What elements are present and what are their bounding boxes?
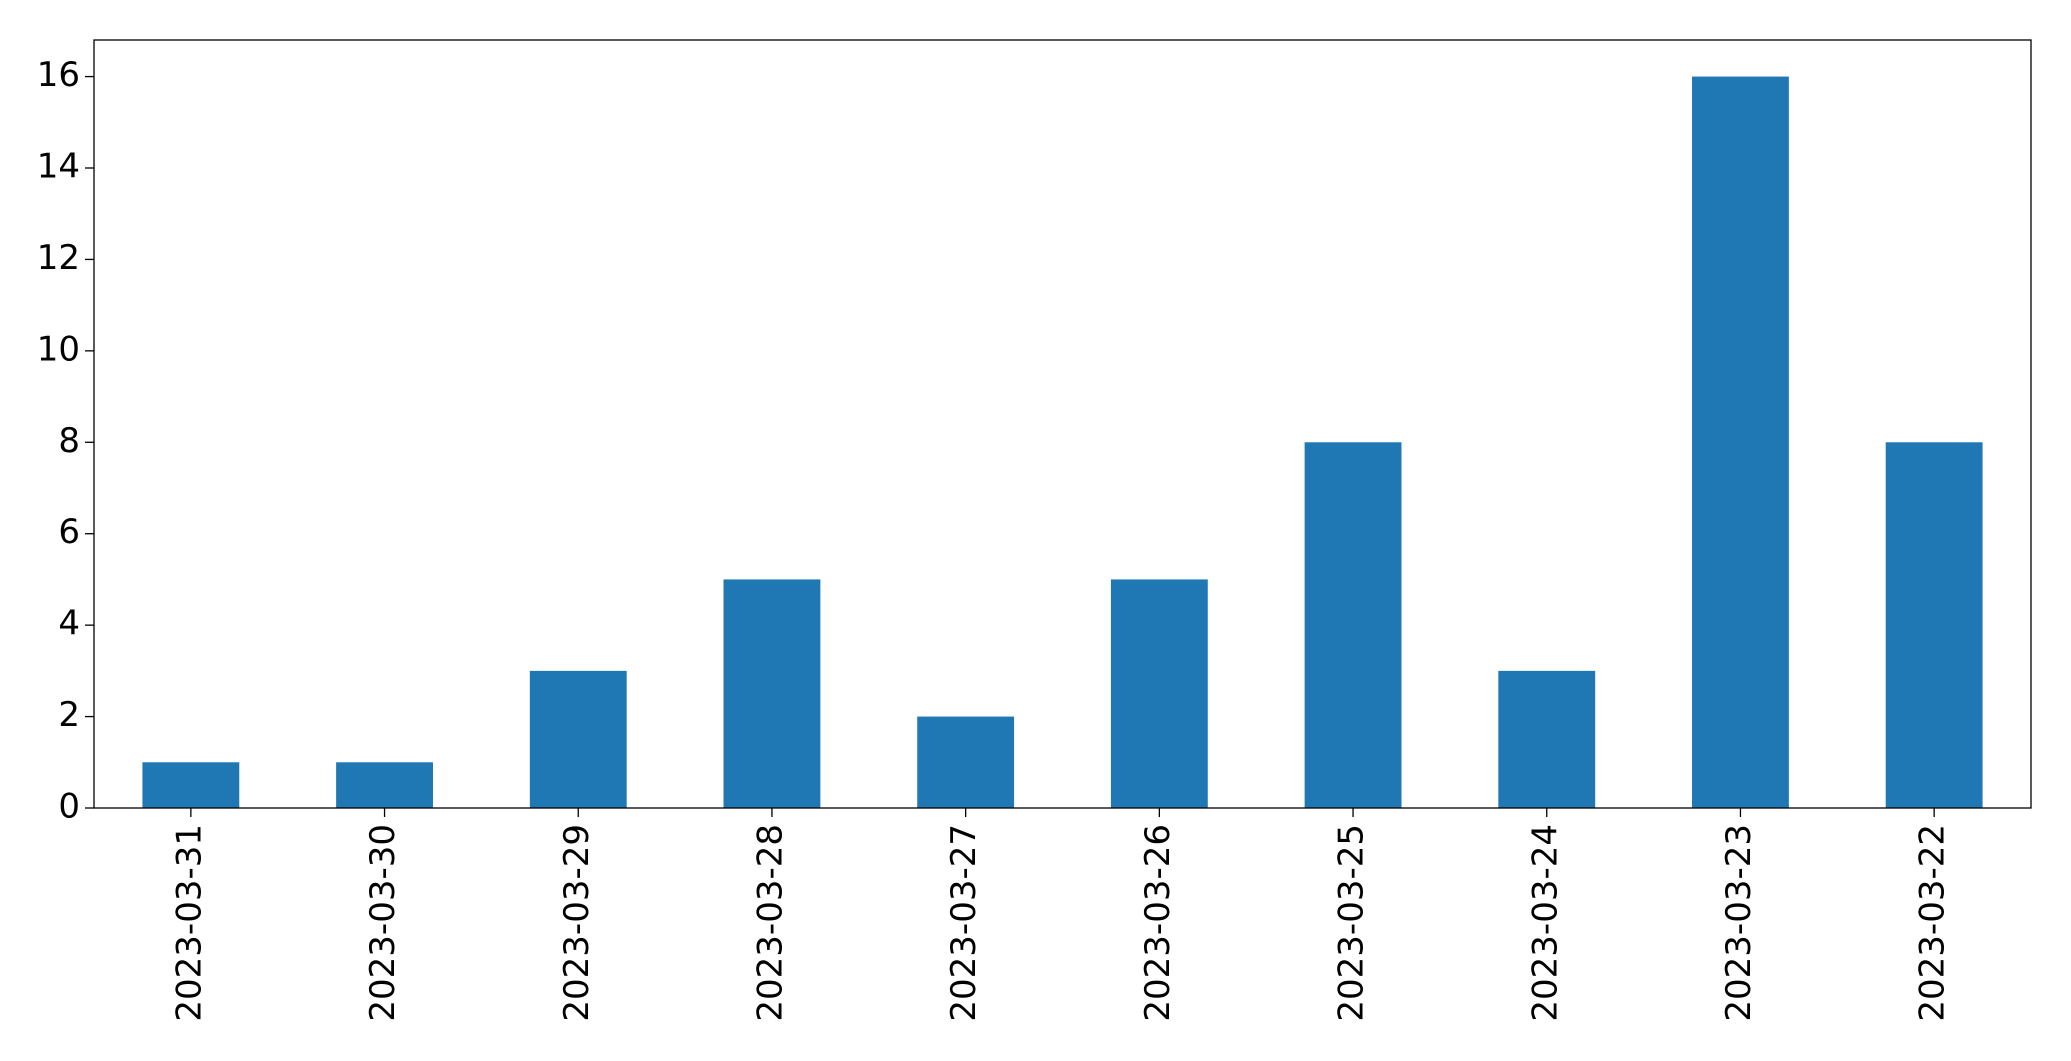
bar <box>1692 76 1789 809</box>
y-tick-label: 14 <box>37 147 80 187</box>
x-tick-label: 2023-03-26 <box>1138 824 1178 1022</box>
x-tick-label: 2023-03-29 <box>557 824 597 1022</box>
x-tick-label: 2023-03-25 <box>1332 824 1372 1022</box>
bar <box>1110 579 1208 808</box>
x-tick-label: 2023-03-24 <box>1525 824 1565 1022</box>
bar <box>142 762 240 808</box>
x-tick-label: 2023-03-28 <box>750 824 790 1022</box>
bar <box>336 762 433 808</box>
x-tick-label: 2023-03-23 <box>1719 824 1759 1022</box>
y-tick-label: 8 <box>58 421 80 461</box>
x-tick-label: 2023-03-22 <box>1913 824 1953 1022</box>
plot-frame <box>93 39 2032 809</box>
y-tick-label: 16 <box>37 55 80 95</box>
y-tick-label: 4 <box>58 604 80 644</box>
bar <box>917 716 1015 808</box>
y-tick-label: 12 <box>37 238 80 278</box>
x-tick-label: 2023-03-30 <box>363 824 403 1022</box>
y-tick-label: 10 <box>37 329 80 369</box>
y-tick-label: 2 <box>58 695 80 735</box>
bar <box>723 579 821 808</box>
bar <box>1885 442 1983 808</box>
x-tick-label: 2023-03-31 <box>169 824 209 1022</box>
bar <box>1498 670 1596 808</box>
y-tick-label: 6 <box>58 512 80 552</box>
y-tick-label: 0 <box>58 787 80 827</box>
x-tick-label: 2023-03-27 <box>944 824 984 1022</box>
bar <box>1304 442 1402 808</box>
bar <box>529 670 627 808</box>
